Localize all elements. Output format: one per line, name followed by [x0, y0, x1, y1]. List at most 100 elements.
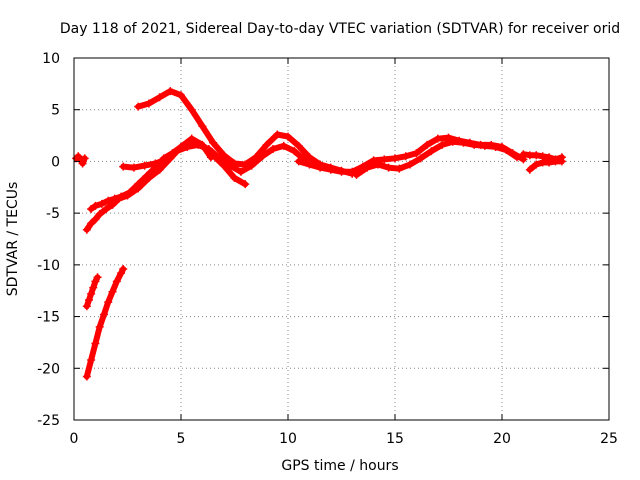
- data-point: [258, 152, 267, 161]
- data-point: [95, 322, 104, 331]
- data-point: [91, 201, 100, 210]
- series-trace: [83, 135, 214, 233]
- data-point: [391, 154, 399, 163]
- data-point: [134, 102, 143, 111]
- data-point: [363, 163, 372, 172]
- data-point: [87, 356, 96, 365]
- x-tick-label: 15: [386, 431, 404, 447]
- data-point: [82, 302, 91, 311]
- x-tick-labels: 0 5 10 15 20 25: [70, 431, 618, 447]
- data-point: [119, 264, 128, 273]
- data-point: [290, 147, 299, 156]
- data-point: [384, 163, 393, 172]
- data-point: [87, 289, 96, 298]
- data-point: [99, 310, 108, 319]
- data-point: [91, 339, 100, 348]
- series-arc-j: [82, 273, 102, 311]
- data-point: [380, 155, 389, 164]
- series-arc-g: [352, 137, 521, 179]
- data-point: [226, 161, 235, 170]
- data-point: [480, 141, 489, 150]
- data-point: [273, 130, 282, 139]
- data-point: [401, 152, 410, 161]
- series-arc-c: [87, 138, 250, 214]
- data-point: [172, 147, 181, 156]
- data-point: [557, 157, 566, 166]
- y-tick-label: -20: [37, 361, 60, 377]
- data-point: [80, 154, 89, 163]
- series-trace: [353, 138, 520, 178]
- data-point: [104, 298, 113, 307]
- x-tick-label: 5: [177, 431, 186, 447]
- data-point: [102, 205, 111, 214]
- data-point: [305, 153, 314, 162]
- data-point: [470, 140, 479, 149]
- data-point: [373, 160, 382, 169]
- data-point: [108, 287, 117, 296]
- y-tick-label: 10: [42, 51, 60, 67]
- data-point: [502, 146, 511, 155]
- data-point: [95, 210, 104, 219]
- x-tick-label: 20: [493, 431, 511, 447]
- grid-lines: [74, 58, 609, 420]
- data-point: [144, 99, 153, 108]
- y-axis-label: SDTVAR / TECUs: [5, 182, 21, 297]
- chart-title: Day 118 of 2021, Sidereal Day-to-day VTE…: [60, 21, 620, 37]
- plot-frame: [73, 57, 610, 421]
- data-point: [82, 225, 91, 234]
- series-arc-i: [525, 157, 566, 174]
- data-point: [151, 159, 160, 168]
- x-tick-label: 0: [70, 431, 79, 447]
- data-point: [326, 165, 335, 174]
- data-point: [427, 147, 436, 156]
- data-point: [279, 141, 288, 150]
- x-axis-label: GPS time / hours: [281, 458, 398, 474]
- data-point: [519, 150, 528, 159]
- data-point: [305, 160, 314, 169]
- data-point: [448, 137, 457, 146]
- series-arc-f: [294, 133, 528, 176]
- data-point: [89, 283, 98, 292]
- data-point: [155, 93, 164, 102]
- data-point: [294, 141, 303, 150]
- data-points: [72, 87, 566, 381]
- data-point: [91, 277, 100, 286]
- series-arc-k: [82, 264, 128, 381]
- axis-ticks: [73, 57, 610, 421]
- data-point: [459, 138, 468, 147]
- y-tick-label: -25: [37, 413, 60, 429]
- data-point: [236, 167, 245, 176]
- series-arc-e: [119, 140, 310, 176]
- data-point: [112, 277, 121, 286]
- data-point: [140, 161, 149, 170]
- data-point: [491, 142, 500, 151]
- data-point: [78, 159, 87, 168]
- data-point: [129, 163, 138, 172]
- data-point: [91, 215, 100, 224]
- data-point: [545, 158, 554, 167]
- data-point: [294, 157, 303, 166]
- data-point: [166, 87, 175, 96]
- data-point: [87, 219, 96, 228]
- data-point: [532, 160, 541, 169]
- data-point: [316, 163, 325, 172]
- data-point: [247, 161, 256, 170]
- data-point: [187, 105, 196, 114]
- data-point: [82, 372, 91, 381]
- data-point: [97, 199, 106, 208]
- data-point: [438, 140, 447, 149]
- data-point: [117, 269, 126, 278]
- data-point: [241, 180, 250, 189]
- data-point: [204, 145, 213, 154]
- data-point: [433, 134, 442, 143]
- data-point: [532, 151, 541, 160]
- data-point: [104, 196, 113, 205]
- data-point: [209, 138, 218, 147]
- x-tick-label: 25: [600, 431, 618, 447]
- data-point: [142, 171, 151, 180]
- data-point: [405, 160, 414, 169]
- data-point: [412, 149, 421, 158]
- data-point: [87, 205, 96, 214]
- data-point: [117, 192, 126, 201]
